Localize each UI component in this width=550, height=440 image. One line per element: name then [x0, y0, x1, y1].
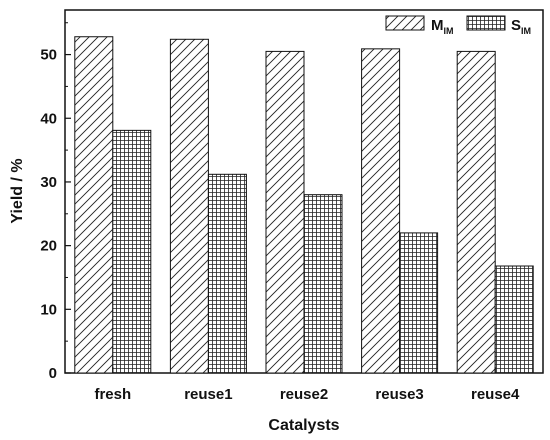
- x-axis-title: Catalysts: [268, 417, 339, 434]
- y-tick-label: 30: [40, 174, 57, 191]
- legend-swatch-m: [385, 15, 425, 31]
- y-tick-label: 0: [49, 365, 57, 382]
- x-tick-label: reuse2: [280, 386, 328, 403]
- y-tick-label: 40: [40, 110, 57, 127]
- x-tick-label: fresh: [94, 386, 131, 403]
- legend-label-m: MIM: [431, 17, 454, 36]
- bar-m-reuse2: [265, 50, 305, 374]
- x-tick-label: reuse1: [184, 386, 232, 403]
- legend-swatch-s: [466, 15, 506, 31]
- bar-s-reuse4: [494, 265, 534, 374]
- bar-s-reuse3: [399, 232, 439, 374]
- x-tick-label: reuse4: [471, 386, 520, 403]
- bar-s-reuse2: [303, 194, 343, 374]
- x-tick-label: reuse3: [375, 386, 423, 403]
- bar-m-reuse4: [456, 50, 496, 374]
- bar-m-reuse1: [169, 38, 209, 374]
- x-axis: fresh reuse1 reuse2 reuse3 reuse4: [94, 367, 520, 403]
- y-axis-title: Yield / %: [9, 158, 26, 223]
- bar-m-reuse3: [361, 48, 401, 374]
- legend-label-s: SIM: [511, 17, 531, 36]
- bars-group: [74, 36, 534, 374]
- bar-s-fresh: [112, 129, 152, 374]
- bar-m-fresh: [74, 36, 114, 374]
- y-tick-label: 10: [40, 301, 57, 318]
- y-tick-label: 20: [40, 238, 57, 255]
- legend: MIM SIM: [385, 15, 531, 36]
- bar-s-reuse1: [207, 173, 247, 374]
- y-tick-label: 50: [40, 47, 57, 64]
- y-axis: 0 10 20 30 40 50: [40, 22, 71, 382]
